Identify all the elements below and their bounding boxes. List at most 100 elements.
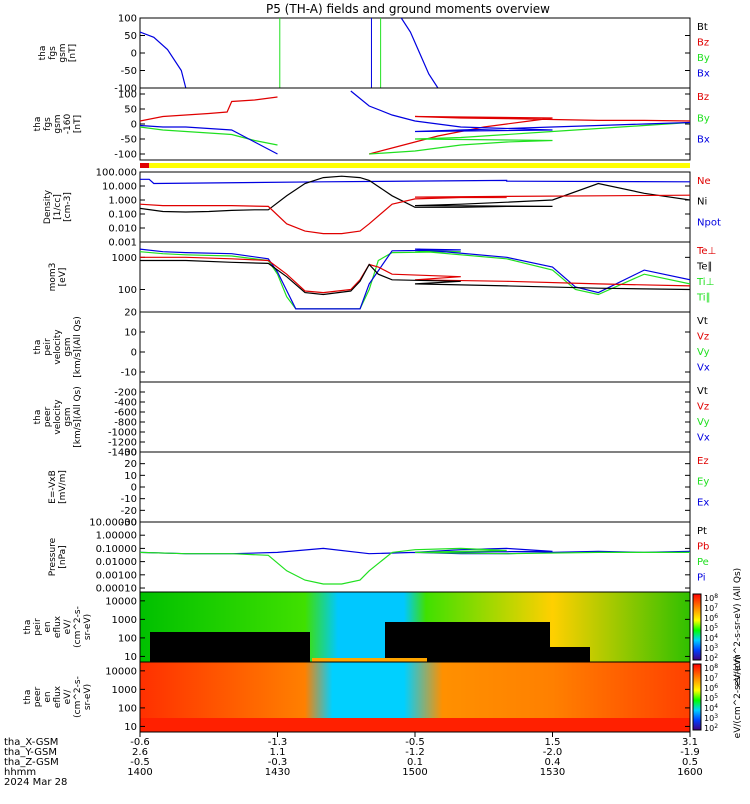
y-axis-label: en (43, 621, 53, 632)
y-tick-label: 10 (124, 328, 137, 339)
y-axis-label: peer (33, 686, 43, 707)
y-axis-label: velocity (53, 329, 63, 365)
y-tick-label: -400 (114, 398, 137, 409)
colorbar-tick-label: 105 (704, 623, 718, 633)
mode-bar (140, 163, 150, 168)
y-axis-label: peer (43, 406, 53, 427)
y-axis-label: Pressure (48, 537, 58, 576)
panel-frame (139, 381, 691, 453)
y-axis-label: tha (33, 340, 43, 355)
y-axis-label: [nPa] (58, 545, 68, 568)
colorbar (692, 593, 702, 661)
y-tick-label: -600 (114, 408, 137, 419)
y-axis-label: mom3 (48, 263, 58, 292)
y-tick-label: 100 (118, 633, 137, 644)
x-row-value: 1.1 (270, 747, 286, 758)
colorbar-tick-label: 107 (704, 673, 718, 683)
y-tick-label: 0 (131, 348, 137, 359)
x-row-value: 1500 (402, 767, 427, 778)
x-row-value: -1.9 (680, 747, 700, 758)
x-row-value: 0.4 (545, 757, 561, 768)
panel-temperature: 1000 100 mom3 [eV] Te⊥ Te∥ Ti⊥ Ti∥ (48, 241, 716, 313)
series-line-bz (369, 115, 690, 155)
y-tick-label: -100 (114, 150, 137, 161)
x-row-value: -0.5 (405, 737, 425, 748)
y-tick-label: -200 (114, 388, 137, 399)
panel-density: 100.000 10.000 1.000 0.100 0.010 0.001 Density… (43, 168, 721, 249)
panel-frame (139, 521, 691, 593)
y-tick-label: -1000 (108, 428, 137, 439)
legend-entry: Bz (697, 92, 709, 103)
legend-entry: Vt (697, 386, 708, 397)
legend-entry: Pe (697, 557, 709, 568)
legend-entry: Pi (697, 573, 706, 584)
y-axis-label: [km/s](All Qs) (73, 316, 83, 378)
y-tick-label: 50 (124, 31, 137, 42)
colorbar-tick-label: 106 (704, 683, 718, 693)
x-row-value: 1400 (127, 767, 152, 778)
series-line-pi (140, 547, 690, 555)
panel-frame (139, 451, 691, 523)
y-axis-label: [mV/m] (58, 470, 68, 504)
x-axis-labels: tha_X-GSM -0.6 -1.3 -0.5 1.5 3.1 tha_Y-GSM 2.6 1… (4, 732, 703, 788)
legend-entry: Ne (697, 176, 711, 187)
colorbar-tick-label: 106 (704, 613, 718, 623)
x-row-value: -1.3 (268, 737, 288, 748)
colorbar-tick-label: 108 (704, 593, 718, 603)
legend-entry: Bx (697, 69, 710, 80)
x-row-value: -0.6 (130, 737, 150, 748)
series-line-by (369, 121, 690, 155)
y-axis-label: tha (23, 620, 33, 635)
legend-entry: By (697, 53, 710, 64)
spectrogram-dark-low (550, 647, 590, 662)
x-row-value: 0.1 (407, 757, 423, 768)
y-tick-label: 0.01000 (96, 557, 137, 568)
y-tick-label: 10000 (105, 666, 137, 677)
series-line-bz (140, 96, 278, 122)
colorbar-tick-label: 103 (704, 713, 718, 723)
y-tick-label: 0 (131, 49, 137, 60)
panel-fgs_detrended: 100 50 0 -50 -100 tha fgs gsm -160 [nT] Bz By Bx (33, 87, 710, 168)
legend-entry: Ex (697, 497, 709, 508)
panel-pressure: 10.00000 1.00000 0.10000 0.01000 0.00100 0.00… (48, 518, 709, 595)
colorbar-tick-label: 102 (704, 653, 718, 663)
legend-entry: Ez (697, 456, 709, 467)
series-line-pe (140, 547, 690, 585)
series-line-ti (140, 248, 690, 310)
panel-frame (139, 311, 691, 383)
y-axis-label: sr-eV) (83, 684, 93, 710)
y-tick-label: -20 (121, 506, 137, 517)
y-axis-label: peir (33, 618, 43, 636)
y-tick-label: 0.001 (108, 238, 137, 249)
y-axis-label: fgs (48, 46, 58, 60)
legend-entry: Bt (697, 22, 708, 33)
x-row-value: 1430 (265, 767, 290, 778)
y-axis-label: tha (33, 117, 43, 132)
y-axis-label: gsm (53, 114, 63, 133)
x-axis-date: 2024 Mar 28 (4, 777, 67, 788)
mode-bar (312, 658, 427, 662)
y-tick-label: 10 (124, 471, 137, 482)
y-axis-label: [1/cc] (53, 194, 63, 220)
y-tick-label: 0 (131, 483, 137, 494)
panel-peir_velocity: 20 10 0 -10 tha peir velocity gsm [km/s](All Qs)… (33, 308, 710, 383)
series-line-bx (140, 31, 187, 88)
y-axis-label: [cm-3] (63, 192, 73, 222)
y-axis-label: Density (43, 189, 53, 224)
legend-entry: Pt (697, 526, 707, 537)
y-tick-label: -50 (121, 66, 137, 77)
x-row-value: 1600 (677, 767, 702, 778)
legend-entry: Npot (697, 217, 721, 228)
y-tick-label: 1000 (112, 685, 137, 696)
y-tick-label: -100 (114, 84, 137, 95)
y-tick-label: 0 (131, 120, 137, 131)
y-axis-label: E=-VxB (48, 470, 58, 504)
series-line-npot (140, 178, 690, 185)
y-tick-label: 0.10000 (96, 544, 137, 555)
spectrogram-dark-low (385, 622, 550, 662)
legend-entry: Bx (697, 135, 710, 146)
